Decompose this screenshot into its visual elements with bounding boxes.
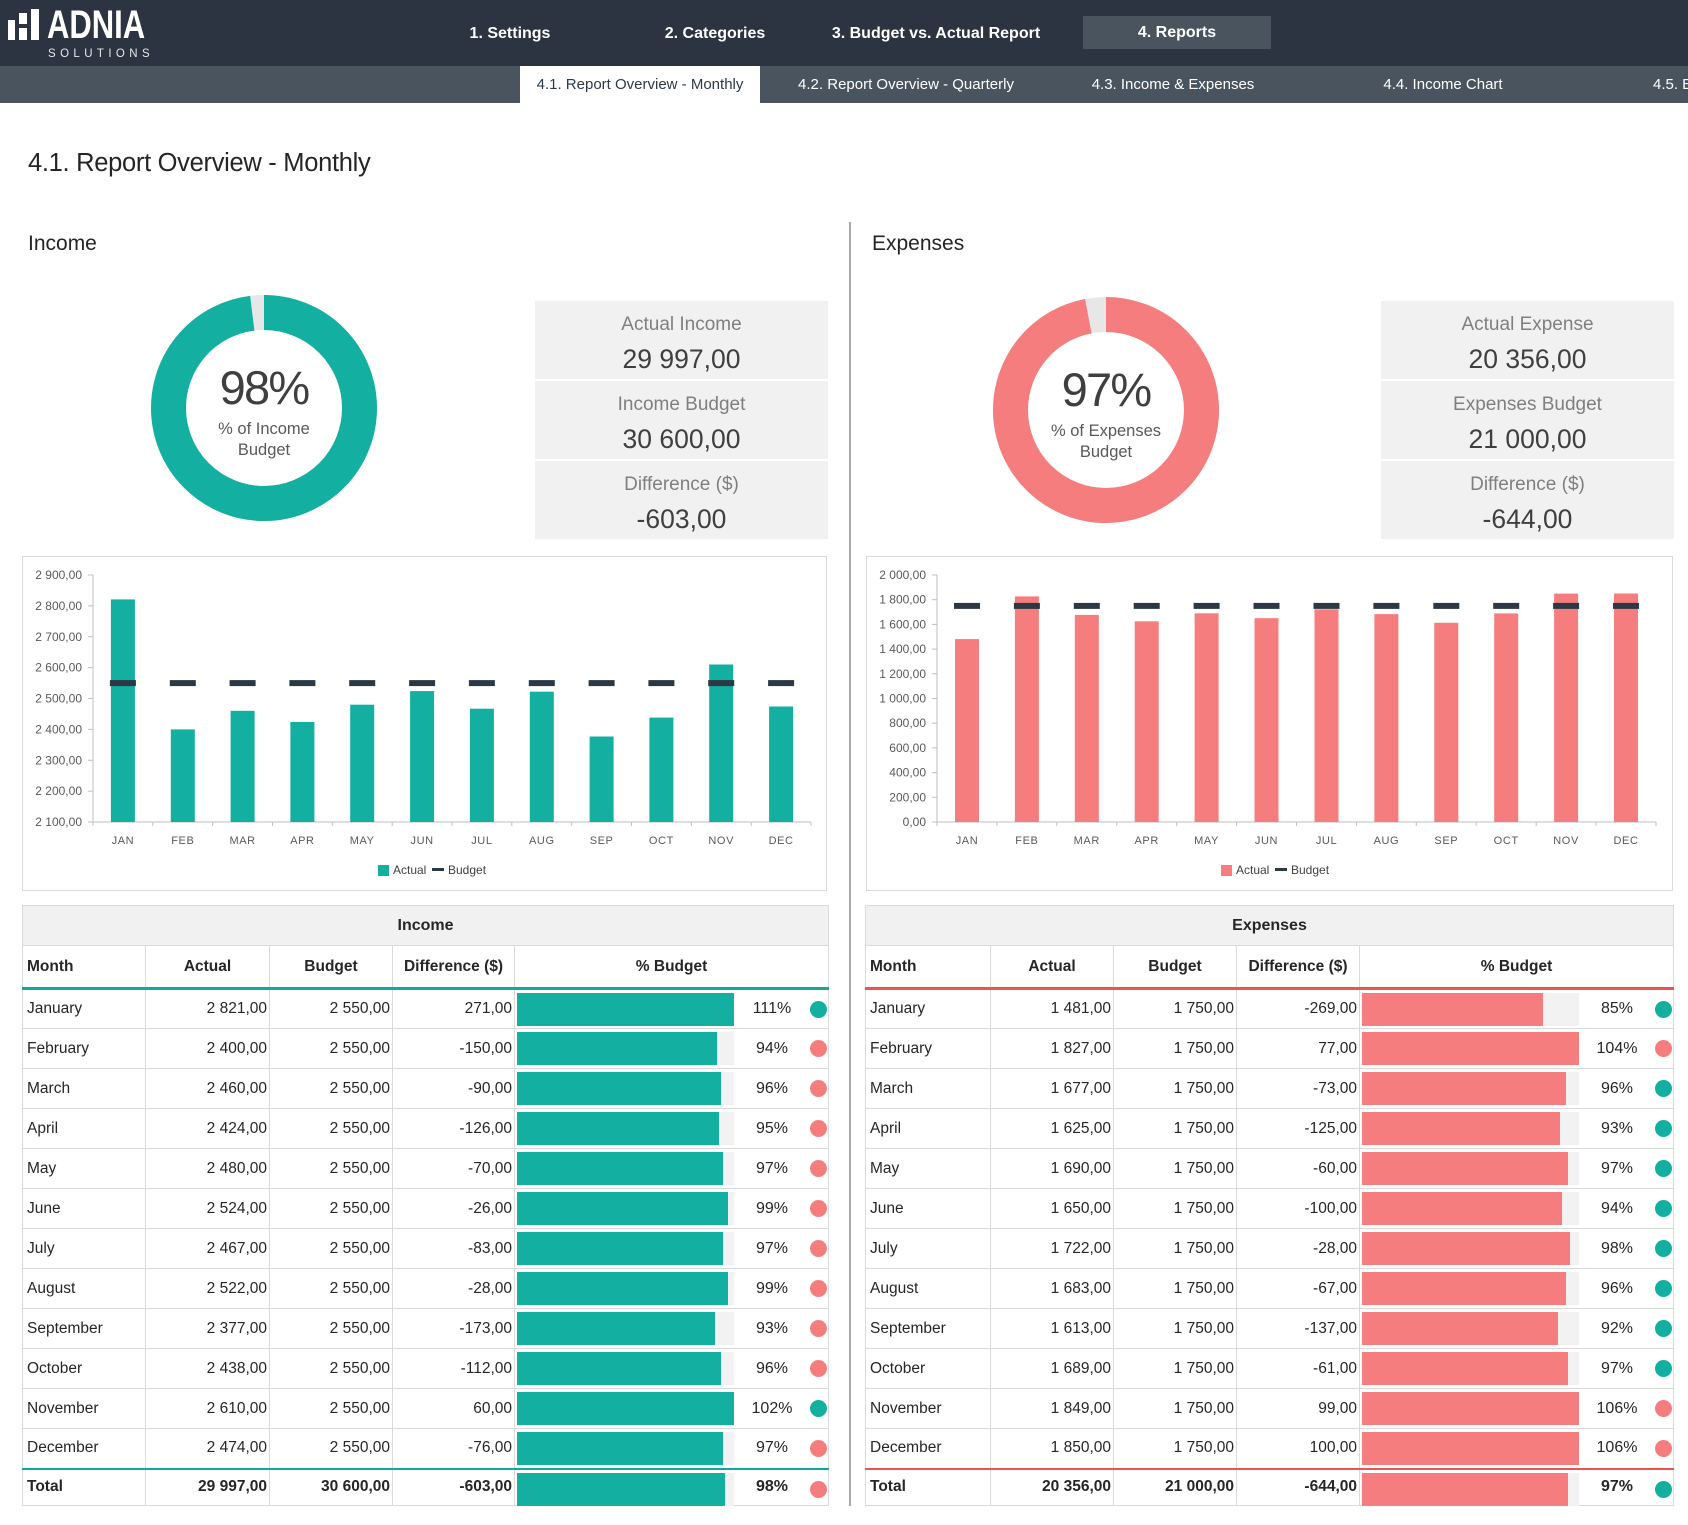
svg-text:2 300,00: 2 300,00 <box>35 753 82 767</box>
svg-text:Actual: Actual <box>1236 863 1269 877</box>
svg-text:2 900,00: 2 900,00 <box>35 568 82 582</box>
svg-text:2 600,00: 2 600,00 <box>35 661 82 675</box>
svg-text:MAR: MAR <box>1074 835 1100 847</box>
svg-text:NOV: NOV <box>708 835 734 847</box>
svg-text:2 000,00: 2 000,00 <box>879 568 926 582</box>
svg-text:AUG: AUG <box>1374 835 1400 847</box>
svg-text:MAR: MAR <box>229 835 255 847</box>
svg-text:FEB: FEB <box>171 835 194 847</box>
svg-text:FEB: FEB <box>1015 835 1038 847</box>
svg-text:1 600,00: 1 600,00 <box>879 617 926 631</box>
svg-text:OCT: OCT <box>649 835 674 847</box>
svg-text:AUG: AUG <box>529 835 555 847</box>
svg-text:MAY: MAY <box>1194 835 1219 847</box>
svg-text:SEP: SEP <box>1434 835 1458 847</box>
svg-text:Budget: Budget <box>448 863 487 877</box>
svg-text:2 100,00: 2 100,00 <box>35 815 82 829</box>
svg-text:1 000,00: 1 000,00 <box>879 692 926 706</box>
svg-text:JUN: JUN <box>410 835 433 847</box>
svg-text:2 800,00: 2 800,00 <box>35 599 82 613</box>
svg-text:SEP: SEP <box>590 835 614 847</box>
svg-text:JUN: JUN <box>1255 835 1278 847</box>
svg-text:2 700,00: 2 700,00 <box>35 630 82 644</box>
svg-text:2 200,00: 2 200,00 <box>35 784 82 798</box>
svg-text:APR: APR <box>1134 835 1158 847</box>
svg-text:2 400,00: 2 400,00 <box>35 722 82 736</box>
svg-text:JUL: JUL <box>1316 835 1337 847</box>
svg-text:DEC: DEC <box>1613 835 1638 847</box>
svg-text:600,00: 600,00 <box>889 741 926 755</box>
svg-text:DEC: DEC <box>769 835 794 847</box>
svg-text:Budget: Budget <box>1291 863 1330 877</box>
svg-text:1 200,00: 1 200,00 <box>879 667 926 681</box>
svg-text:1 400,00: 1 400,00 <box>879 642 926 656</box>
svg-text:400,00: 400,00 <box>889 766 926 780</box>
svg-text:JUL: JUL <box>471 835 492 847</box>
svg-text:APR: APR <box>290 835 314 847</box>
svg-text:JAN: JAN <box>112 835 135 847</box>
svg-text:1 800,00: 1 800,00 <box>879 593 926 607</box>
svg-text:Actual: Actual <box>393 863 426 877</box>
svg-text:NOV: NOV <box>1553 835 1579 847</box>
svg-text:200,00: 200,00 <box>889 790 926 804</box>
svg-text:800,00: 800,00 <box>889 716 926 730</box>
svg-text:JAN: JAN <box>956 835 979 847</box>
svg-text:2 500,00: 2 500,00 <box>35 692 82 706</box>
svg-text:OCT: OCT <box>1494 835 1519 847</box>
svg-text:MAY: MAY <box>350 835 375 847</box>
svg-text:0,00: 0,00 <box>903 815 927 829</box>
